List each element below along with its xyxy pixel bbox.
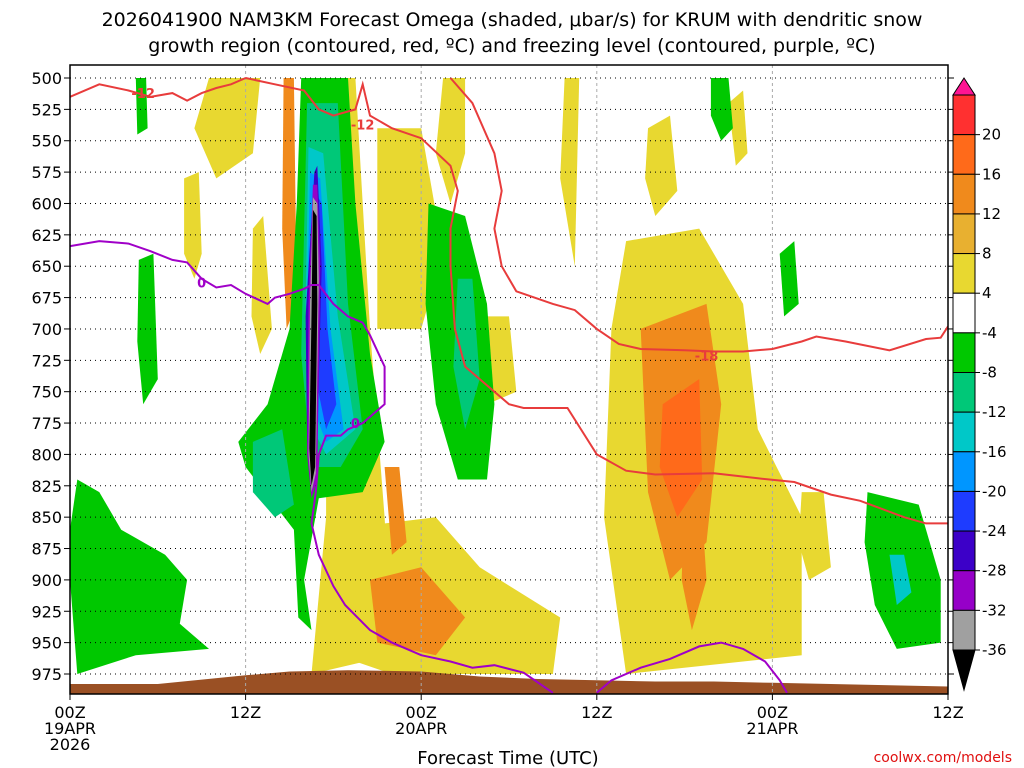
dendritic-red-label-0: -12	[131, 87, 155, 102]
omega-shade-5	[194, 78, 261, 179]
x-tick-label-0-3: 2026	[50, 735, 91, 754]
omega-shade-29	[252, 429, 294, 518]
omega-shade-4	[560, 78, 580, 267]
chart-title-line2: growth region (contoured, red, ºC) and f…	[148, 35, 875, 57]
omega-shade-26	[135, 78, 148, 135]
colorbar-bottom-arrow	[952, 649, 976, 692]
colorbar-box-5	[952, 292, 976, 334]
plot-content: -12 -12 -18 0 0	[70, 65, 948, 694]
chart-title-line1: 2026041900 NAM3KM Forecast Omega (shaded…	[102, 9, 923, 31]
colorbar-label-7: -12	[982, 403, 1007, 421]
colorbar-box-4	[952, 253, 976, 294]
y-tick-label-825: 825	[31, 477, 62, 496]
y-tick-label-550: 550	[31, 132, 62, 151]
colorbar-label-6: -8	[982, 364, 997, 382]
y-tick-label-775: 775	[31, 414, 62, 433]
dendritic-red-label-1: -12	[351, 118, 375, 133]
y-tick-label-900: 900	[31, 571, 62, 590]
colorbar-box-1	[952, 134, 976, 175]
omega-shade-10	[798, 492, 831, 580]
y-tick-label-750: 750	[31, 383, 62, 402]
omega-shade-15	[384, 467, 407, 555]
colorbar: 20 16 12 8 4 -4 -8 -12 -16 -20 -24 -28 -32 -36	[952, 77, 1007, 692]
y-tick-label-875: 875	[31, 540, 62, 559]
colorbar-label-3: 8	[982, 245, 992, 263]
y-tick-label-525: 525	[31, 100, 62, 119]
freezing-purple-contour-0	[70, 240, 554, 694]
omega-shade-17	[681, 467, 707, 631]
colorbar-label-11: -28	[982, 562, 1007, 580]
omega-shade-14	[370, 567, 466, 656]
colorbar-box-6	[952, 332, 976, 374]
colorbar-top-arrow	[952, 77, 976, 96]
omega-shade-24	[779, 241, 799, 317]
colorbar-label-1: 16	[982, 165, 1001, 183]
y-tick-label-975: 975	[31, 665, 62, 684]
colorbar-box-8	[952, 411, 976, 453]
dendritic-red-contour-2	[449, 77, 948, 353]
x-tick-label-0-1: 00Z	[54, 703, 85, 722]
omega-shade-9	[645, 115, 678, 216]
dendritic-red-contour-1	[245, 77, 948, 525]
y-tick-label-850: 850	[31, 508, 62, 527]
plot-frame	[69, 64, 949, 695]
y-tick-label-925: 925	[31, 602, 62, 621]
x-tick-label-1-1: 12Z	[230, 703, 261, 722]
colorbar-label-9: -20	[982, 482, 1007, 500]
omega-shade-18	[659, 379, 703, 518]
x-tick-label-4-2: 21APR	[746, 719, 798, 738]
y-tick-label-500: 500	[31, 69, 62, 88]
freezing-purple-contour-2	[596, 641, 788, 694]
terrain-fill	[70, 670, 948, 694]
y-tick-label-650: 650	[31, 257, 62, 276]
x-tick-label-4-1: 00Z	[757, 703, 788, 722]
colorbar-label-10: -24	[982, 522, 1007, 540]
x-tick-label-2-1: 00Z	[406, 703, 437, 722]
x-axis-label: Forecast Time (UTC)	[417, 748, 598, 768]
x-tick-label-3-1: 12Z	[581, 703, 612, 722]
freezing-purple-label-1: 0	[351, 417, 360, 432]
omega-shade-7	[251, 216, 272, 354]
y-tick-label-700: 700	[31, 320, 62, 339]
dendritic-red-label-3: -18	[695, 349, 719, 364]
x-tick-label-2-2: 20APR	[395, 719, 447, 738]
colorbar-label-5: -4	[982, 324, 997, 342]
colorbar-label-12: -32	[982, 601, 1007, 619]
colorbar-label-13: -36	[982, 641, 1007, 659]
y-tick-label-625: 625	[31, 226, 62, 245]
y-tick-label-575: 575	[31, 163, 62, 182]
colorbar-box-0	[952, 94, 976, 136]
colorbar-label-2: 12	[982, 205, 1001, 223]
y-tick-label-600: 600	[31, 194, 62, 213]
colorbar-box-7	[952, 372, 976, 413]
y-tick-label-800: 800	[31, 445, 62, 464]
y-tick-label-725: 725	[31, 351, 62, 370]
plot-area: -12 -12 -18 0 0 500 525 550 575 600 625 650 675 700 72…	[31, 64, 964, 754]
y-tick-label-950: 950	[31, 634, 62, 653]
colorbar-box-13	[952, 609, 976, 651]
colorbar-label-4: 4	[982, 284, 992, 302]
colorbar-box-9	[952, 451, 976, 492]
omega-shade-23	[710, 78, 733, 141]
x-tick-label-0-2: 19APR	[44, 719, 96, 738]
colorbar-box-11	[952, 530, 976, 572]
colorbar-label-0: 20	[982, 126, 1001, 144]
credit-link[interactable]: coolwx.com/models	[874, 750, 1012, 766]
colorbar-box-12	[952, 570, 976, 611]
omega-shade-6	[184, 172, 202, 279]
omega-shade-37	[309, 209, 318, 486]
omega-shade-11	[728, 90, 748, 166]
colorbar-box-3	[952, 213, 976, 255]
colorbar-box-2	[952, 173, 976, 215]
omega-shade-28	[453, 278, 480, 430]
omega-shade-25	[137, 253, 158, 405]
colorbar-label-8: -16	[982, 443, 1007, 461]
dendritic-red-contour-0	[70, 77, 246, 102]
y-tick-label-675: 675	[31, 289, 62, 308]
x-tick-label-5-1: 12Z	[932, 703, 963, 722]
omega-shade-20	[70, 479, 209, 674]
freezing-purple-label-0: 0	[197, 277, 206, 292]
colorbar-box-10	[952, 490, 976, 532]
